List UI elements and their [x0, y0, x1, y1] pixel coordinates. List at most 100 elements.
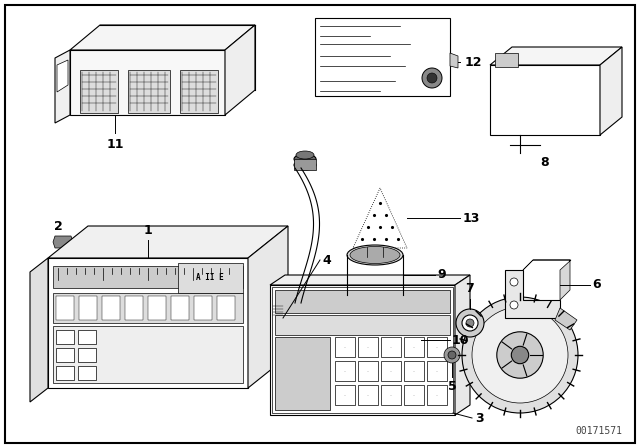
Polygon shape: [217, 296, 235, 320]
Polygon shape: [78, 348, 96, 362]
Text: 6: 6: [592, 279, 600, 292]
Polygon shape: [56, 330, 74, 344]
Polygon shape: [404, 385, 424, 405]
Polygon shape: [56, 348, 74, 362]
Polygon shape: [490, 47, 622, 65]
Text: ...: ...: [343, 369, 347, 373]
Text: ...: ...: [435, 345, 438, 349]
Polygon shape: [102, 296, 120, 320]
Text: ...: ...: [343, 393, 347, 397]
Text: 1: 1: [143, 224, 152, 237]
Polygon shape: [53, 293, 243, 323]
Polygon shape: [335, 361, 355, 381]
Polygon shape: [315, 18, 450, 96]
Polygon shape: [53, 326, 243, 383]
Ellipse shape: [296, 151, 314, 159]
Text: 11: 11: [106, 138, 124, 151]
Text: ...: ...: [389, 369, 393, 373]
Polygon shape: [78, 366, 96, 380]
Polygon shape: [555, 308, 577, 330]
Polygon shape: [70, 50, 225, 115]
Ellipse shape: [294, 154, 316, 164]
Polygon shape: [505, 270, 560, 318]
Polygon shape: [79, 296, 97, 320]
Polygon shape: [57, 60, 68, 92]
Text: ...: ...: [366, 393, 370, 397]
Polygon shape: [427, 337, 447, 357]
Polygon shape: [416, 303, 431, 315]
Text: 8: 8: [541, 156, 549, 169]
Ellipse shape: [350, 246, 400, 263]
Circle shape: [511, 346, 529, 364]
Polygon shape: [427, 361, 447, 381]
Ellipse shape: [294, 160, 316, 170]
Polygon shape: [294, 159, 316, 170]
Polygon shape: [194, 296, 212, 320]
Polygon shape: [48, 258, 248, 388]
Text: ...: ...: [435, 369, 438, 373]
Polygon shape: [53, 236, 73, 248]
Text: 12: 12: [465, 56, 483, 69]
Polygon shape: [358, 337, 378, 357]
Polygon shape: [335, 385, 355, 405]
Text: 13: 13: [463, 211, 481, 224]
Polygon shape: [171, 296, 189, 320]
Polygon shape: [358, 361, 378, 381]
Polygon shape: [381, 337, 401, 357]
Polygon shape: [80, 70, 118, 113]
Text: 9: 9: [437, 268, 445, 281]
Polygon shape: [356, 300, 421, 360]
Text: ...: ...: [389, 393, 393, 397]
Polygon shape: [125, 296, 143, 320]
Polygon shape: [381, 361, 401, 381]
Polygon shape: [381, 385, 401, 405]
Polygon shape: [48, 226, 288, 258]
Text: ...: ...: [389, 345, 393, 349]
Polygon shape: [404, 361, 424, 381]
Circle shape: [427, 73, 437, 83]
Polygon shape: [56, 296, 74, 320]
Polygon shape: [351, 303, 368, 315]
Polygon shape: [523, 260, 571, 300]
Polygon shape: [270, 285, 455, 415]
Polygon shape: [270, 275, 470, 285]
Ellipse shape: [347, 245, 403, 265]
Polygon shape: [78, 330, 96, 344]
Polygon shape: [55, 50, 70, 123]
Text: ...: ...: [343, 345, 347, 349]
Text: ...: ...: [412, 393, 416, 397]
Circle shape: [422, 68, 442, 88]
Polygon shape: [30, 258, 48, 402]
Text: 00171571: 00171571: [575, 426, 622, 436]
Circle shape: [497, 332, 543, 378]
Circle shape: [510, 301, 518, 309]
Text: ...: ...: [366, 369, 370, 373]
Ellipse shape: [347, 285, 403, 305]
Polygon shape: [275, 337, 330, 410]
Polygon shape: [404, 337, 424, 357]
Text: 7: 7: [466, 283, 474, 296]
Text: 4: 4: [322, 254, 331, 267]
Polygon shape: [53, 266, 243, 288]
Circle shape: [466, 319, 474, 327]
Polygon shape: [455, 275, 470, 415]
Circle shape: [510, 278, 518, 286]
Circle shape: [444, 347, 460, 363]
Text: ...: ...: [435, 393, 438, 397]
Circle shape: [462, 297, 578, 413]
Polygon shape: [148, 296, 166, 320]
Polygon shape: [178, 263, 243, 293]
Text: ...: ...: [412, 345, 416, 349]
Polygon shape: [274, 321, 282, 335]
Polygon shape: [335, 337, 355, 357]
Polygon shape: [495, 53, 518, 67]
Polygon shape: [358, 385, 378, 405]
Text: 2: 2: [54, 220, 62, 233]
Polygon shape: [275, 290, 450, 313]
Text: ...: ...: [366, 345, 370, 349]
Text: 3: 3: [475, 412, 484, 425]
Polygon shape: [70, 25, 255, 50]
Polygon shape: [275, 315, 450, 335]
Circle shape: [472, 307, 568, 403]
Polygon shape: [225, 25, 255, 115]
